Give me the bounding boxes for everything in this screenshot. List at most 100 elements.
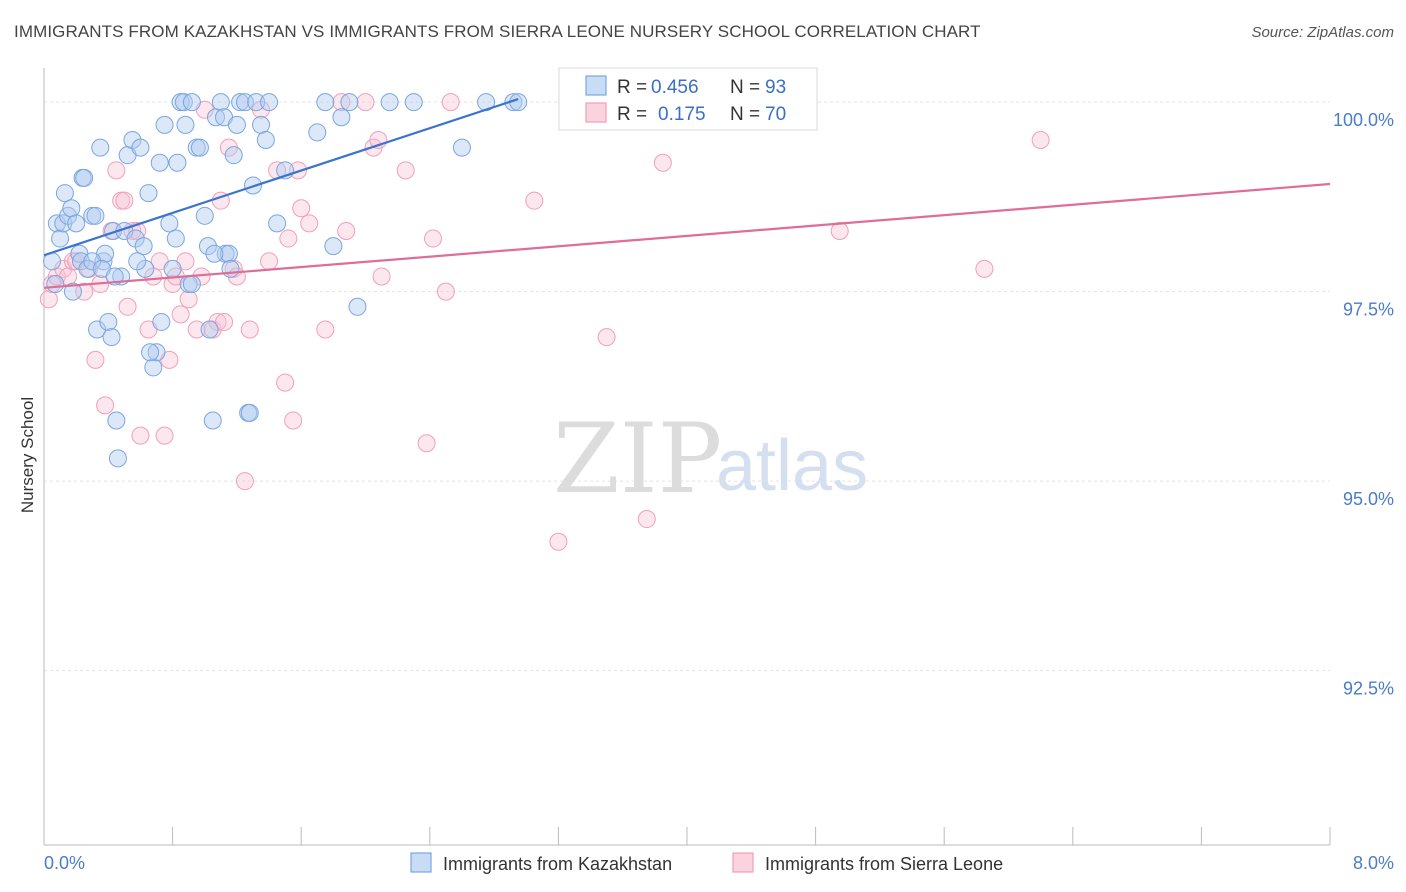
point-sierra-leone-51 [316, 320, 335, 339]
point-kazakhstan-45 [176, 115, 195, 134]
point-kazakhstan-37 [152, 312, 171, 331]
watermark-zip: ZIP [553, 403, 722, 515]
trend-line-kazakhstan [43, 98, 519, 257]
point-kazakhstan-69 [260, 93, 279, 112]
point-kazakhstan-39 [160, 214, 179, 233]
point-kazakhstan-58 [219, 244, 238, 263]
point-kazakhstan-24 [108, 449, 127, 468]
bottom-legend-label-sierra-leone: Immigrants from Sierra Leone [765, 854, 1003, 874]
point-kazakhstan-31 [134, 237, 153, 256]
point-kazakhstan-88 [128, 252, 147, 271]
point-sierra-leone-68 [653, 153, 672, 172]
point-kazakhstan-15 [86, 206, 105, 225]
point-sierra-leone-54 [356, 93, 375, 112]
point-kazakhstan-70 [268, 214, 287, 233]
y-tick-label-1: 97.5% [1343, 300, 1394, 320]
point-kazakhstan-52 [200, 320, 219, 339]
point-kazakhstan-84 [63, 282, 82, 301]
point-sierra-leone-66 [597, 328, 616, 347]
point-kazakhstan-34 [144, 358, 163, 377]
bottom-legend-swatch-kazakhstan [410, 852, 432, 873]
legend-n-value-2: 70 [765, 104, 786, 125]
point-sierra-leone-30 [187, 320, 206, 339]
point-kazakhstan-75 [332, 108, 351, 127]
point-kazakhstan-35 [147, 343, 166, 362]
trend-lines [43, 98, 1331, 289]
y-tick-labels: 100.0% 97.5% 95.0% 92.5% [1333, 110, 1394, 699]
point-kazakhstan-40 [163, 259, 182, 278]
point-kazakhstan-80 [452, 138, 471, 157]
point-kazakhstan-85 [83, 252, 102, 271]
legend-swatch-sierra-leone [585, 102, 607, 123]
y-tick-label-3: 92.5% [1343, 679, 1394, 699]
point-kazakhstan-92 [221, 259, 240, 278]
point-kazakhstan-49 [190, 138, 209, 157]
point-sierra-leone-60 [424, 229, 443, 248]
point-kazakhstan-51 [198, 237, 217, 256]
point-kazakhstan-60 [227, 115, 246, 134]
legend-r-value-1: 0.456 [651, 77, 699, 98]
point-kazakhstan-59 [224, 146, 243, 165]
chart-title: IMMIGRANTS FROM KAZAKHSTAN VS IMMIGRANTS… [14, 22, 981, 41]
point-kazakhstan-1 [46, 275, 65, 294]
x-ticks [43, 827, 1331, 845]
point-kazakhstan-41 [166, 229, 185, 248]
point-kazakhstan-90 [182, 275, 201, 294]
point-sierra-leone-9 [86, 350, 105, 369]
point-sierra-leone-71 [975, 259, 994, 278]
point-sierra-leone-11 [96, 396, 115, 415]
point-kazakhstan-12 [75, 168, 94, 187]
point-sierra-leone-72 [1031, 131, 1050, 150]
point-kazakhstan-78 [380, 93, 399, 112]
point-kazakhstan-55 [211, 93, 230, 112]
point-kazakhstan-38 [155, 115, 174, 134]
bottom-legend-swatch-sierra-leone [732, 852, 754, 873]
point-sierra-leone-27 [171, 305, 190, 324]
source-label: Source: ZipAtlas.com [1251, 24, 1394, 41]
point-kazakhstan-89 [141, 343, 160, 362]
legend-swatch-kazakhstan [585, 75, 607, 96]
point-kazakhstan-91 [205, 244, 224, 263]
point-kazakhstan-47 [182, 93, 201, 112]
point-kazakhstan-67 [252, 115, 271, 134]
watermark-atlas: atlas [716, 426, 868, 506]
point-kazakhstan-64 [240, 403, 259, 422]
legend-n-value-1: 93 [765, 77, 786, 98]
point-sierra-leone-48 [288, 161, 307, 180]
point-sierra-leone-50 [300, 214, 319, 233]
point-kazakhstan-53 [203, 411, 222, 430]
point-sierra-leone-58 [396, 161, 415, 180]
point-kazakhstan-3 [51, 229, 70, 248]
bottom-legend-label-kazakhstan: Immigrants from Kazakhstan [443, 854, 672, 874]
point-kazakhstan-5 [55, 184, 74, 203]
point-sierra-leone-47 [284, 411, 303, 430]
legend-n-label-1: N = [730, 77, 760, 98]
point-kazakhstan-73 [316, 93, 335, 112]
point-sierra-leone-0 [39, 290, 58, 309]
point-sierra-leone-40 [235, 472, 254, 491]
point-kazakhstan-77 [348, 297, 367, 316]
point-kazakhstan-61 [231, 93, 250, 112]
point-kazakhstan-20 [99, 312, 118, 331]
point-kazakhstan-17 [91, 138, 110, 157]
point-kazakhstan-30 [131, 138, 150, 157]
y-axis-title: Nursery School [18, 397, 37, 513]
legend-r-value-2: 0.175 [658, 104, 706, 125]
point-kazakhstan-82 [504, 93, 523, 112]
point-sierra-leone-62 [441, 93, 460, 112]
x-tick-label-min: 0.0% [44, 853, 85, 873]
point-sierra-leone-43 [260, 252, 279, 271]
legend-r-label-2: R = [617, 104, 647, 125]
legend-n-label-2: N = [730, 104, 760, 125]
trend-line-sierra-leone [43, 182, 1331, 289]
point-kazakhstan-79 [404, 93, 423, 112]
point-sierra-leone-13 [107, 161, 126, 180]
point-sierra-leone-57 [372, 267, 391, 286]
point-kazakhstan-21 [102, 328, 121, 347]
point-sierra-leone-41 [240, 320, 259, 339]
point-kazakhstan-36 [150, 153, 169, 172]
point-kazakhstan-7 [62, 199, 81, 218]
point-sierra-leone-29 [179, 290, 198, 309]
grid-lines [44, 101, 1330, 672]
point-sierra-leone-23 [155, 426, 174, 445]
